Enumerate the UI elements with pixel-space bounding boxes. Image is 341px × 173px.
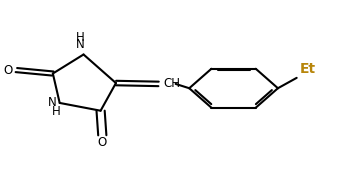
Text: H: H [76,31,85,44]
Text: CH: CH [164,77,181,90]
Text: O: O [3,63,13,77]
Text: Et: Et [299,62,315,76]
Text: N: N [76,38,85,51]
Text: H: H [52,105,61,118]
Text: N: N [47,95,56,109]
Text: O: O [98,136,107,149]
